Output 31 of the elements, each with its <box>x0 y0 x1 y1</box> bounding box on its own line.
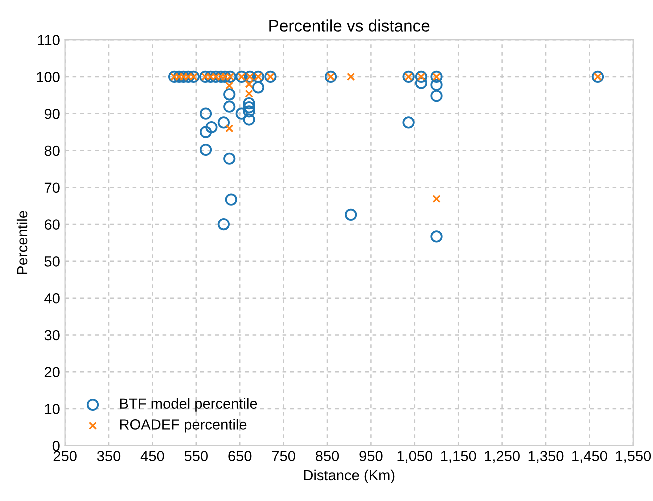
x-tick-label: 250 <box>54 451 77 462</box>
x-tick-label: 950 <box>360 451 383 462</box>
y-tick-label: 60 <box>44 220 60 230</box>
x-tick-label: 1,050 <box>398 451 433 464</box>
x-tick-label: 650 <box>228 451 252 462</box>
x-tick-label: 850 <box>316 451 340 462</box>
y-tick-label: 50 <box>44 256 60 267</box>
legend-label: BTF model percentile <box>120 398 258 412</box>
y-tick-label: 70 <box>44 182 60 194</box>
y-tick-label: 20 <box>44 367 60 378</box>
y-tick-label: 80 <box>44 146 60 156</box>
x-tick-label: 1,550 <box>616 451 652 464</box>
y-tick-label: 30 <box>44 330 60 341</box>
chart-title: Percentile vs distance <box>270 20 430 32</box>
x-tick-label: 750 <box>272 451 296 462</box>
y-tick-label: 10 <box>45 404 60 414</box>
y-axis-title: Percentile <box>16 211 28 274</box>
x-tick-label: 1,250 <box>485 451 520 464</box>
y-tick-label: 0 <box>52 440 60 452</box>
x-tick-label: 450 <box>140 451 164 462</box>
x-axis-title: Distance (Km) <box>304 470 395 484</box>
y-tick-label: 110 <box>38 35 60 46</box>
x-tick-label: 550 <box>184 451 208 462</box>
y-tick-label: 90 <box>44 108 60 120</box>
x-tick-label: 1,350 <box>528 451 564 464</box>
legend-label: ROADEF percentile <box>120 419 247 433</box>
x-tick-label: 1,450 <box>572 451 608 464</box>
y-tick-label: 40 <box>44 293 60 304</box>
x-tick-label: 1,150 <box>441 451 476 464</box>
x-tick-label: 350 <box>97 451 121 462</box>
y-tick-label: 100 <box>37 72 60 82</box>
